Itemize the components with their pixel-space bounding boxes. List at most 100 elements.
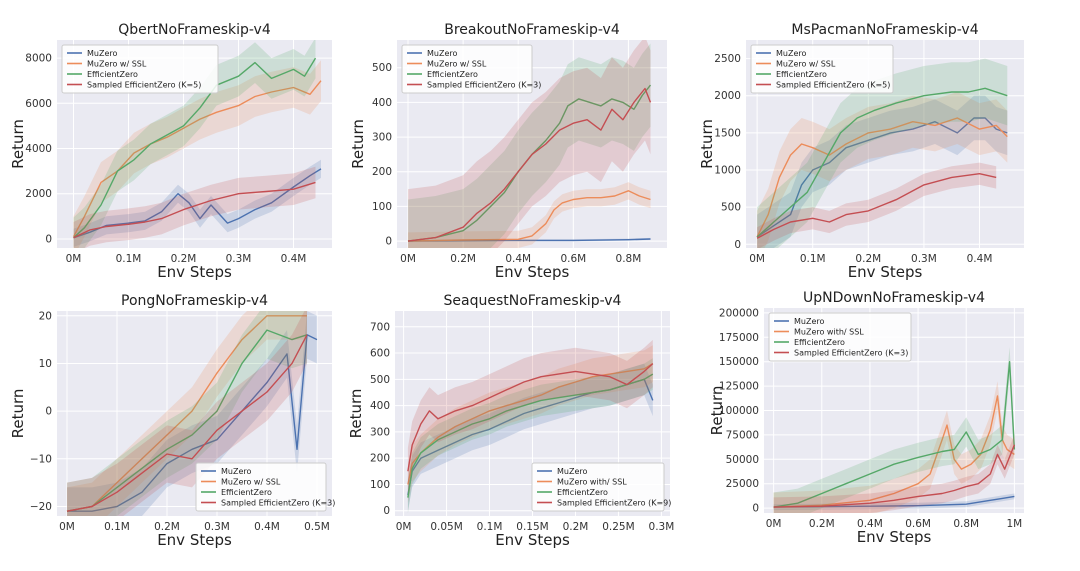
y-tick-label: 175000 <box>719 332 759 344</box>
x-tick-label: 0.8M <box>953 518 979 530</box>
y-tick-label: 4000 <box>25 143 52 155</box>
y-tick-label: 150000 <box>719 356 759 368</box>
legend-label: MuZero <box>87 49 117 58</box>
x-axis-label: Env Steps <box>495 531 570 549</box>
confidence-band <box>73 159 321 247</box>
x-tick-label: 0.25M <box>602 521 634 533</box>
y-tick-label: 400 <box>370 400 390 412</box>
x-axis-label: Env Steps <box>857 528 932 546</box>
legend-label: MuZero <box>557 467 587 476</box>
legend-label: EfficientZero <box>776 70 827 79</box>
legend-label: MuZero <box>794 317 824 326</box>
confidence-band <box>773 347 1015 513</box>
y-tick-label: 500 <box>370 374 390 386</box>
legend-label: EfficientZero <box>87 70 138 79</box>
x-tick-label: 0.8M <box>616 253 642 265</box>
series-line <box>773 444 1016 508</box>
series-group <box>407 40 652 248</box>
chart-title: SeaquestNoFrameskip-v4 <box>444 293 622 309</box>
x-tick-label: 1M <box>1006 518 1022 530</box>
legend-label: EfficientZero <box>427 70 478 79</box>
y-tick-label: 0 <box>752 503 759 515</box>
chart-panel-3: 0 500 1000 1500 2000 2500 0M 0.1M 0.2M 0.3M 0.4M Ms… <box>698 22 1024 281</box>
y-tick-label: 300 <box>370 426 390 438</box>
x-tick-label: 0.1M <box>116 253 142 265</box>
x-axis-label: Env Steps <box>157 263 232 281</box>
series-line <box>73 168 322 239</box>
legend-label: MuZero w/ SSL <box>427 60 487 69</box>
chart-title: QbertNoFrameskip-v4 <box>118 22 271 38</box>
y-tick-label: 1500 <box>714 127 741 139</box>
legend-box <box>61 44 219 94</box>
x-tick-label: 0.4M <box>505 253 531 265</box>
series-line <box>756 172 997 239</box>
x-tick-label: 0.2M <box>450 253 476 265</box>
legend-label: MuZero with/ SSL <box>557 478 627 487</box>
legend-label: MuZero w/ SSL <box>776 60 836 69</box>
series-line <box>756 117 1008 238</box>
legend-label: Sampled EfficientZero (K=3) <box>794 349 908 358</box>
series-group <box>756 58 1008 248</box>
legend-label: MuZero w/ SSL <box>221 478 281 487</box>
confidence-band <box>67 311 307 516</box>
y-tick-label: 500 <box>721 202 741 214</box>
legend-box <box>195 462 327 512</box>
x-tick-label: 0.4M <box>967 253 993 265</box>
legend-label: MuZero w/ SSL <box>87 60 147 69</box>
x-tick-label: 0M <box>400 253 416 265</box>
x-tick-label: 0.15M <box>516 521 548 533</box>
series-line <box>72 80 322 238</box>
series-line <box>407 87 652 242</box>
x-tick-label: 0.2M <box>171 253 197 265</box>
confidence-band <box>67 311 317 516</box>
y-tick-label: 2000 <box>25 188 52 200</box>
y-tick-label: 8000 <box>25 53 52 65</box>
y-tick-label: 300 <box>372 132 392 144</box>
series-line <box>773 495 1015 508</box>
confidence-band <box>73 40 316 248</box>
x-tick-label: 0.1M <box>477 521 503 533</box>
legend-box <box>750 44 894 94</box>
y-tick-label: 125000 <box>719 381 759 393</box>
y-tick-label: 200000 <box>719 307 759 319</box>
y-tick-label: 0 <box>383 505 390 517</box>
legend-label: MuZero with/ SSL <box>794 328 864 337</box>
series-line <box>407 363 654 472</box>
y-tick-label: 2000 <box>714 90 741 102</box>
series-line <box>407 373 654 498</box>
y-tick-label: 600 <box>370 348 390 360</box>
x-axis-label: Env Steps <box>157 531 232 549</box>
x-tick-label: 0.5M <box>304 521 330 533</box>
series-group <box>773 347 1016 513</box>
y-axis-label: Return <box>9 119 27 169</box>
x-tick-label: 0M <box>749 253 765 265</box>
series-line <box>407 190 651 242</box>
y-tick-label: 100 <box>372 201 392 213</box>
confidence-band <box>407 339 653 495</box>
series-line <box>66 334 308 512</box>
legend-box <box>401 44 533 94</box>
x-tick-label: 0M <box>396 521 412 533</box>
y-axis-label: Return <box>347 389 365 439</box>
confidence-band <box>73 166 316 248</box>
y-tick-label: 0 <box>385 236 392 248</box>
chart-panel-5: 0 100 200 300 400 500 600 700 0M 0.05M 0.1M 0.15M 0.… <box>347 293 674 549</box>
x-tick-label: 0M <box>59 521 75 533</box>
y-tick-label: 75000 <box>726 429 759 441</box>
legend-label: Sampled EfficientZero (K=5) <box>776 81 890 90</box>
x-tick-label: 0.1M <box>800 253 826 265</box>
x-axis-label: Env Steps <box>848 263 923 281</box>
x-tick-label: 0.1M <box>104 521 130 533</box>
x-tick-label: 0.6M <box>560 253 586 265</box>
x-tick-label: 0M <box>66 253 82 265</box>
confidence-band <box>773 381 1015 513</box>
y-tick-label: 0 <box>45 233 52 245</box>
confidence-band <box>67 311 307 516</box>
y-axis-label: Return <box>9 389 27 439</box>
y-tick-label: 100 <box>370 479 390 491</box>
chart-panel-6: 0 25000 50000 75000 100000 125000 150000 175000… <box>708 290 1024 546</box>
series-line <box>773 395 1015 508</box>
